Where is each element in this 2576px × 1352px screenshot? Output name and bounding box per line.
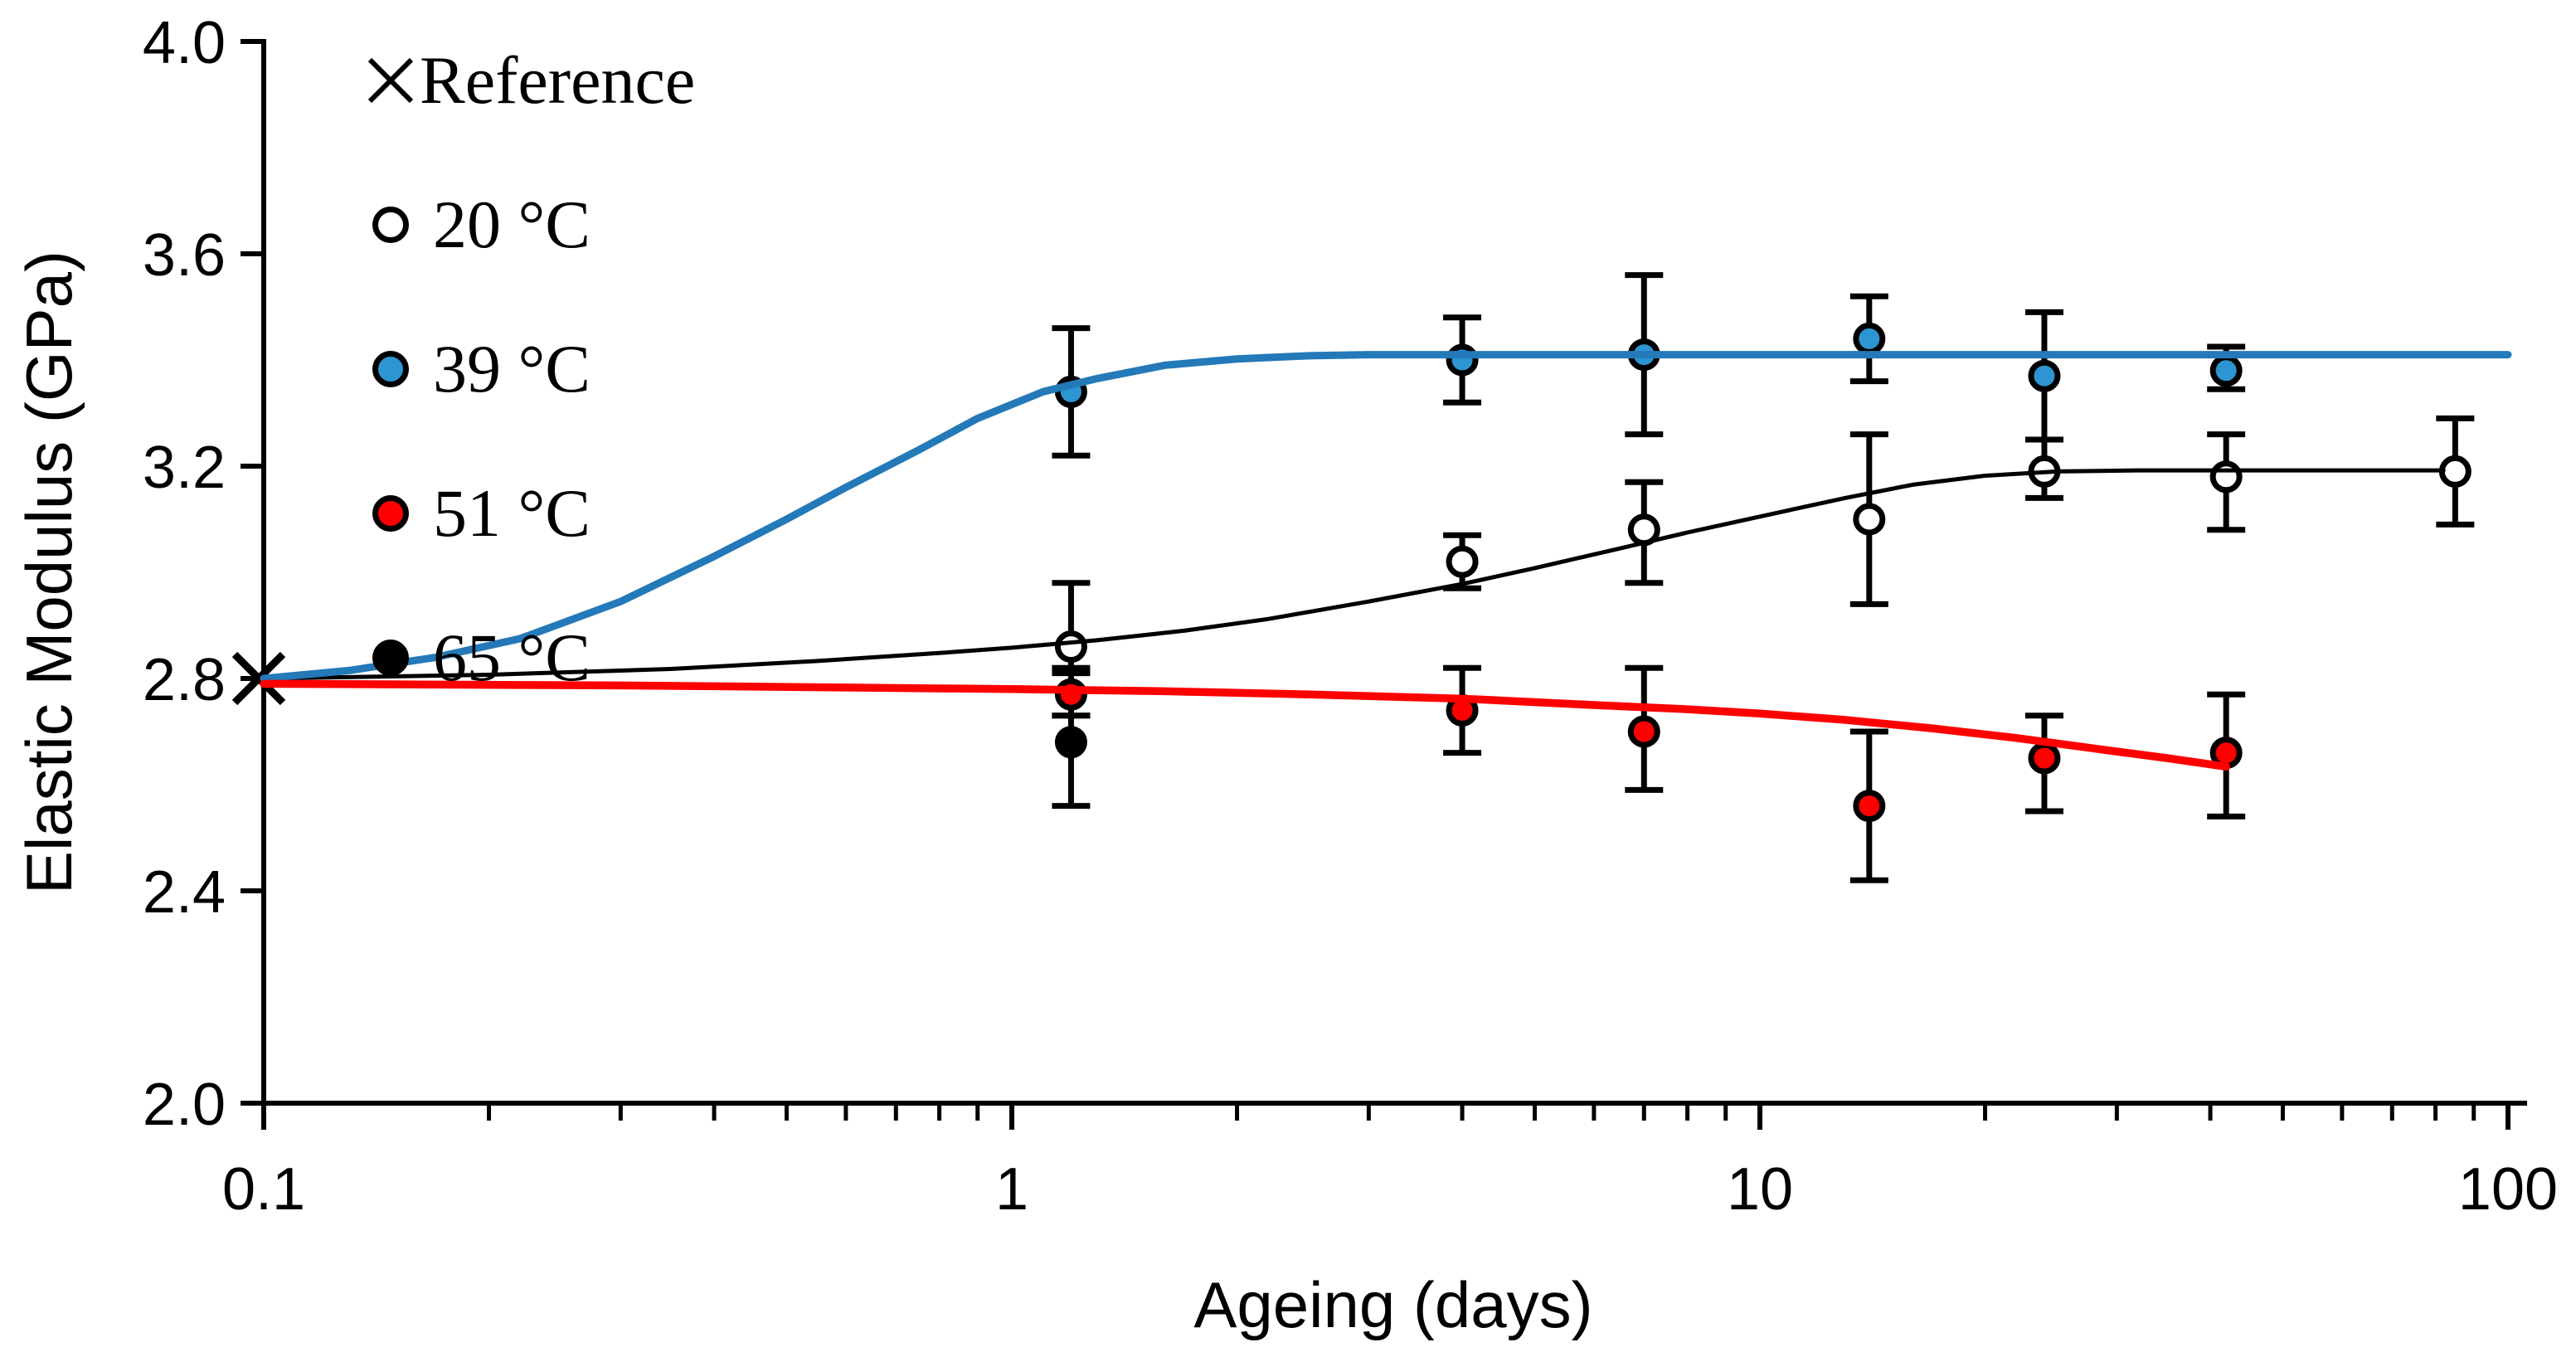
y-tick-label: 2.8 [143,647,226,713]
y-tick-label: 2.0 [143,1072,226,1138]
data-point [2209,354,2243,387]
y-tick-label: 4.0 [143,10,226,76]
legend-item-20c: 20 °C [363,187,695,262]
legend-label-39c: 39 °C [433,331,591,406]
data-point [2209,460,2243,494]
data-point [1446,545,1479,578]
y-tick-label: 3.2 [143,435,226,501]
data-point [1054,630,1087,664]
data-point [1446,343,1479,377]
fit-curve-20°C [261,468,2446,681]
reference-point [231,651,286,706]
data-point [2028,742,2061,775]
x-tick-label: 0.1 [222,1156,305,1223]
reference-x-mark [231,651,286,706]
series-39°C [1052,272,2246,459]
open-circle-marker-icon [372,207,409,243]
legend-item-65c: 65 °C [363,620,695,695]
fit-curve-39°C [260,351,2512,683]
data-point [1853,503,1886,536]
y-axis-title: Elastic Modulus (GPa) [12,250,85,894]
y-tick-label: 3.6 [143,222,226,289]
data-point [1853,322,1886,355]
axes: 2.0 2.4 2.8 3.2 3.6 4.0 0.1 1 10 100 [143,10,2558,1223]
x-tick-label: 10 [1727,1156,1793,1223]
legend-item-reference: Reference [363,42,696,118]
red-circle-marker-icon [372,495,409,532]
blue-circle-marker-icon [372,351,409,387]
legend-label-65c: 65 °C [433,620,591,695]
data-point [1054,726,1087,759]
series-51°C [1052,664,2246,883]
data-point [1054,678,1087,711]
data-point [1853,790,1886,823]
legend-label-reference: Reference [420,42,696,118]
legend-item-39c: 39 °C [363,331,695,406]
data-point [1627,715,1660,748]
data-point [2438,455,2472,488]
x-axis-title: Ageing (days) [1193,1268,1593,1341]
y-tick-label: 2.4 [143,859,226,926]
black-circle-marker-icon [372,640,409,676]
legend: Reference 20 °C 39 °C 51 °C 65 °C [363,42,696,695]
reference-x-icon [363,55,418,106]
x-tick-label: 100 [2458,1156,2558,1223]
fit-curve-51°C [260,679,2230,771]
legend-item-51c: 51 °C [363,475,695,551]
series-65°C [1052,712,1091,810]
series-20°C [1052,415,2475,677]
legend-label-51c: 51 °C [433,475,591,551]
data-point [2028,359,2061,392]
x-tick-label: 1 [995,1156,1028,1223]
legend-label-20c: 20 °C [433,187,591,262]
